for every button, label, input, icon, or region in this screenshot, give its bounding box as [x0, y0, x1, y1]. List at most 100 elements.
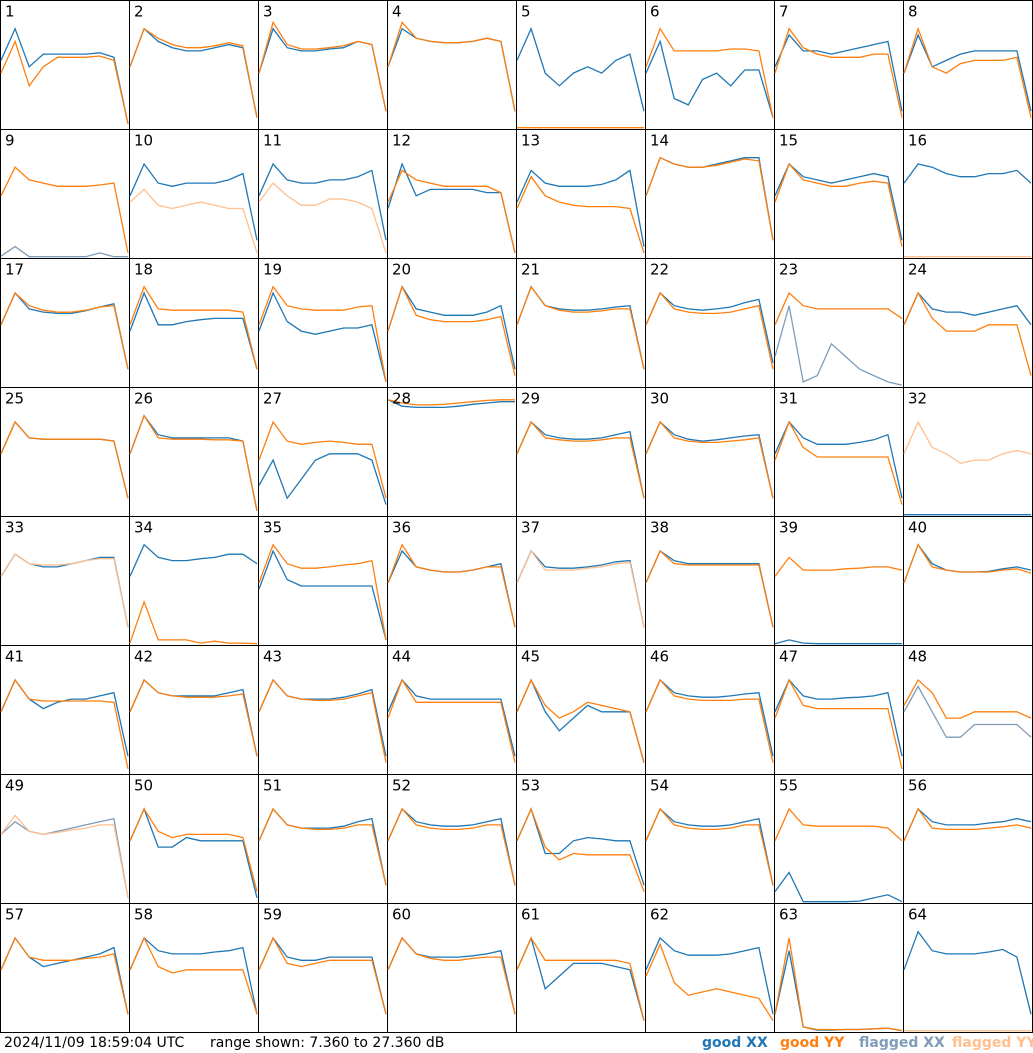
panel-label: 44	[392, 648, 411, 666]
spectrum-line	[774, 678, 903, 770]
panel-label: 33	[5, 519, 24, 537]
spectrum-line	[0, 26, 129, 125]
spectrum-line	[258, 936, 387, 1015]
panel-label: 25	[5, 390, 24, 408]
spectrum-line	[645, 550, 774, 628]
panel-label: 49	[5, 777, 24, 795]
panel: 62	[645, 903, 775, 1033]
spectrum-line	[516, 420, 645, 499]
spectrum-line	[0, 39, 129, 125]
spectrum-line	[516, 175, 645, 254]
panel: 64	[903, 903, 1033, 1033]
spectrum-line	[129, 414, 258, 512]
spectrum-line	[774, 871, 903, 903]
spectrum-line	[645, 678, 774, 757]
panel: 57	[0, 903, 130, 1033]
panel-label: 52	[392, 777, 411, 795]
panel: 58	[129, 903, 259, 1033]
spectrum-line	[516, 549, 645, 628]
spectrum-line	[645, 420, 774, 499]
spectrum-line	[516, 285, 645, 370]
spectrum-line	[774, 162, 903, 241]
panel: 22	[645, 258, 775, 388]
spectrum-line	[129, 162, 258, 241]
panel-label: 18	[134, 261, 153, 279]
panel-label: 8	[908, 3, 918, 21]
spectrum-line	[0, 166, 129, 254]
panel-label: 16	[908, 132, 927, 150]
panel-label: 24	[908, 261, 927, 279]
panel-label: 62	[650, 906, 669, 924]
spectrum-line	[129, 807, 258, 892]
spectrum-line	[387, 678, 516, 757]
spectrum-line	[129, 285, 258, 370]
spectrum-line	[0, 553, 129, 628]
panel-label: 55	[779, 777, 798, 795]
panel-label: 36	[392, 519, 411, 537]
panel: 46	[645, 645, 775, 775]
spectrum-line	[0, 678, 129, 770]
spectrum-line	[903, 678, 1032, 719]
spectrum-line	[516, 807, 645, 892]
spectrum-line	[774, 937, 903, 1032]
spectrum-line	[387, 936, 516, 1015]
spectrum-line	[387, 678, 516, 763]
spectrum-line	[774, 639, 902, 645]
panel-label: 43	[263, 648, 282, 666]
panel-label: 47	[779, 648, 798, 666]
spectrum-line	[387, 543, 516, 628]
spectrum-line	[645, 291, 774, 370]
spectrum-line	[903, 33, 1032, 112]
spectrum-line	[387, 399, 515, 409]
panel-label: 48	[908, 648, 927, 666]
spectrum-line	[903, 807, 1032, 842]
spectrum-line	[903, 163, 1032, 184]
panel-label: 37	[521, 519, 540, 537]
spectrum-line	[129, 807, 258, 899]
panel-label: 32	[908, 390, 927, 408]
spectrum-line	[516, 26, 645, 112]
spectrum-line	[129, 414, 258, 512]
panel: 36	[387, 516, 517, 646]
spectrum-line	[258, 182, 387, 254]
spectrum-line	[129, 678, 258, 757]
panel-label: 7	[779, 3, 789, 21]
panel: 16	[903, 129, 1033, 259]
spectrum-line	[0, 936, 129, 1015]
timestamp: 2024/11/09 18:59:04 UTC	[4, 1035, 184, 1051]
spectrum-line	[258, 936, 387, 1015]
panel-label: 11	[263, 132, 282, 150]
panel-label: 5	[521, 3, 531, 21]
spectrum-line	[516, 420, 645, 499]
panel-label: 61	[521, 906, 540, 924]
spectrum-line	[903, 930, 1032, 1015]
panel-label: 1	[5, 3, 15, 21]
spectrum-line	[903, 26, 1032, 118]
panel-label: 10	[134, 132, 153, 150]
spectrum-line	[516, 678, 645, 763]
panel-label: 38	[650, 519, 669, 537]
panel-label: 4	[392, 3, 402, 21]
panel-label: 41	[5, 648, 24, 666]
panel-label: 9	[5, 132, 15, 150]
spectrum-line	[645, 807, 774, 886]
spectrum-line	[903, 685, 1032, 738]
spectrum-line	[0, 291, 129, 370]
panel-label: 60	[392, 906, 411, 924]
panel-label: 29	[521, 390, 540, 408]
panel-label: 30	[650, 390, 669, 408]
spectrum-line	[258, 453, 387, 505]
spectrum-line	[903, 420, 1032, 464]
panel-label: 63	[779, 906, 798, 924]
panel-label: 40	[908, 519, 927, 537]
spectrum-line	[774, 305, 903, 386]
spectrum-line	[387, 399, 515, 406]
legend-entry: good XX	[702, 1035, 768, 1051]
spectrum-line	[258, 291, 387, 383]
panel-label: 26	[134, 390, 153, 408]
spectrum-line	[387, 807, 516, 886]
spectrum-line	[645, 936, 774, 1015]
spectrum-line	[258, 807, 387, 886]
spectrum-line	[774, 678, 903, 757]
